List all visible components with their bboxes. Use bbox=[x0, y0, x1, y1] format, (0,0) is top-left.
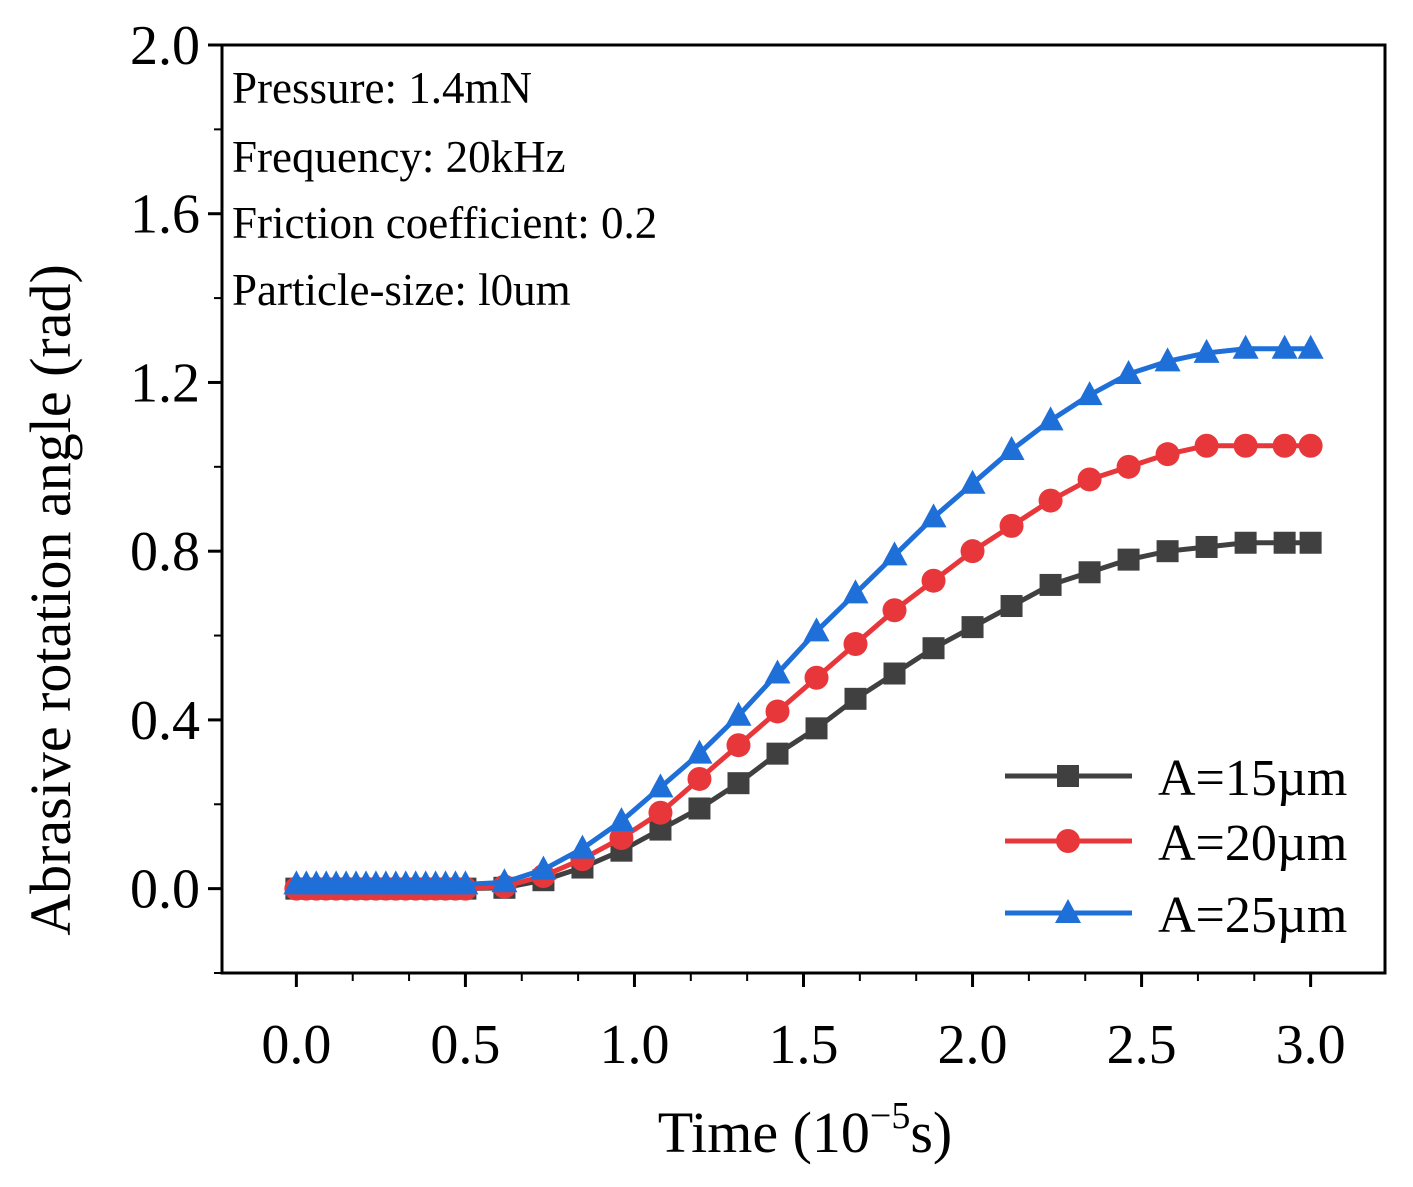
data-point bbox=[1233, 433, 1258, 458]
x-tick-label: 2.0 bbox=[938, 1014, 1008, 1076]
data-point bbox=[922, 637, 945, 660]
x-tick-label: 1.5 bbox=[769, 1014, 839, 1076]
data-point bbox=[805, 717, 828, 740]
data-point bbox=[1076, 381, 1103, 406]
y-axis-label: Abrasive rotation angle (rad) bbox=[18, 264, 83, 936]
annotation-box: Pressure: 1.4mN Frequency: 20kHz Frictio… bbox=[232, 63, 657, 315]
data-point bbox=[647, 773, 674, 798]
x-tick-label: 0.5 bbox=[430, 1014, 500, 1076]
legend-marker bbox=[1055, 899, 1081, 923]
data-point bbox=[1299, 531, 1322, 554]
data-point bbox=[1272, 433, 1297, 458]
data-point bbox=[648, 800, 673, 825]
y-tick-label: 0.8 bbox=[130, 521, 200, 583]
data-point bbox=[803, 617, 830, 642]
annotation-friction: Friction coefficient: 0.2 bbox=[232, 198, 657, 248]
data-point bbox=[1037, 406, 1064, 431]
data-point bbox=[883, 662, 906, 685]
data-point bbox=[842, 579, 869, 604]
data-point bbox=[727, 772, 750, 795]
data-point bbox=[1271, 334, 1298, 359]
legend-label: A=15µm bbox=[1158, 750, 1347, 807]
x-tick-label: 3.0 bbox=[1276, 1014, 1346, 1076]
data-point bbox=[1117, 548, 1140, 571]
data-point bbox=[999, 513, 1024, 538]
data-point bbox=[882, 598, 907, 623]
data-point bbox=[804, 665, 829, 690]
data-point bbox=[1078, 561, 1101, 584]
y-tick-label: 0.0 bbox=[130, 859, 200, 921]
annotation-particle-size: Particle-size: l0um bbox=[232, 265, 571, 315]
data-point bbox=[1155, 442, 1180, 467]
y-tick-label: 1.6 bbox=[130, 184, 200, 246]
data-point bbox=[1298, 433, 1323, 458]
y-tick-label: 2.0 bbox=[130, 15, 200, 77]
data-point bbox=[881, 541, 908, 566]
data-point bbox=[764, 659, 791, 684]
data-point bbox=[569, 834, 596, 859]
data-point bbox=[726, 733, 751, 758]
legend: A=15µm A=20µm A=25µm bbox=[1005, 750, 1347, 944]
data-point bbox=[1000, 595, 1023, 618]
y-tick-label: 1.2 bbox=[130, 352, 200, 414]
annotation-frequency: Frequency: 20kHz bbox=[232, 132, 566, 182]
series-layer bbox=[283, 334, 1324, 901]
data-point bbox=[530, 855, 557, 880]
data-point bbox=[765, 699, 790, 724]
data-point bbox=[1077, 467, 1102, 492]
x-tick-label: 1.0 bbox=[599, 1014, 669, 1076]
data-point bbox=[1195, 535, 1218, 558]
data-point bbox=[843, 631, 868, 656]
data-point bbox=[725, 701, 752, 726]
data-point bbox=[1116, 454, 1141, 479]
data-point bbox=[1115, 360, 1142, 385]
data-point bbox=[1297, 334, 1324, 359]
axes-layer: 0.0 0.5 1.0 1.5 2.0 2.5 3.0 0.0 0.4 0.8 1.2 1.6 2.0 bbox=[130, 15, 1346, 1076]
data-point bbox=[686, 739, 713, 764]
y-tick-label: 0.4 bbox=[130, 690, 200, 752]
data-point bbox=[608, 807, 635, 832]
annotation-pressure: Pressure: 1.4mN bbox=[232, 63, 532, 113]
data-point bbox=[921, 568, 946, 593]
data-point bbox=[687, 766, 712, 791]
data-point bbox=[998, 435, 1025, 460]
x-tick-label: 2.5 bbox=[1107, 1014, 1177, 1076]
legend-label: A=20µm bbox=[1158, 815, 1347, 872]
data-point bbox=[1234, 531, 1257, 554]
data-point bbox=[1232, 334, 1259, 359]
data-point bbox=[1273, 531, 1296, 554]
series-triangle bbox=[283, 334, 1324, 895]
data-point bbox=[959, 469, 986, 494]
data-point bbox=[961, 616, 984, 639]
data-point bbox=[649, 818, 672, 841]
data-point bbox=[960, 539, 985, 564]
data-point bbox=[1038, 488, 1063, 513]
data-point bbox=[1154, 347, 1181, 372]
legend-marker bbox=[1056, 829, 1080, 853]
data-point bbox=[1193, 338, 1220, 363]
data-point bbox=[688, 797, 711, 820]
data-point bbox=[452, 870, 479, 895]
data-point bbox=[609, 826, 634, 851]
x-tick-label: 0.0 bbox=[261, 1014, 331, 1076]
data-point bbox=[920, 503, 947, 528]
data-point bbox=[1156, 540, 1179, 563]
data-point bbox=[844, 687, 867, 710]
x-axis-label: Time (10−5s) bbox=[658, 1095, 953, 1165]
legend-marker bbox=[1057, 765, 1079, 787]
data-point bbox=[766, 742, 789, 765]
legend-label: A=25µm bbox=[1158, 887, 1347, 944]
data-point bbox=[491, 868, 518, 893]
data-point bbox=[1039, 573, 1062, 596]
data-point bbox=[1194, 433, 1219, 458]
